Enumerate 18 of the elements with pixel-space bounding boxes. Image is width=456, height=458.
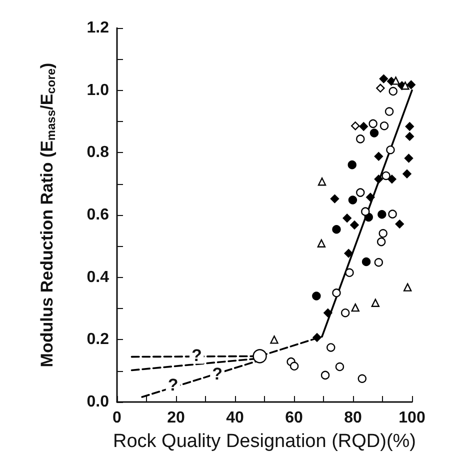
y-tick-label: 1.0 (86, 82, 110, 99)
annotation: ? (212, 364, 222, 384)
y-tick-label: 0.4 (86, 268, 110, 286)
x-axis-title: Rock Quality Designation (RQD)(%) (112, 431, 416, 452)
x-tick-label: 0 (112, 410, 122, 426)
y-tick-label: 0.8 (86, 144, 110, 162)
x-tick-label: 40 (226, 410, 244, 426)
y-axis-title: Modulus Reduction Ratio (Emass/Ecore) (38, 62, 58, 368)
x-tick-label: 80 (344, 410, 362, 426)
annotation: ? (168, 376, 178, 395)
y-tick-label: 0.0 (86, 394, 110, 410)
y-tick-label: 0.2 (86, 331, 110, 348)
x-tick-label: 100 (398, 410, 426, 426)
y-tick-label: 0.6 (86, 206, 110, 224)
x-tick-label: 60 (285, 410, 303, 426)
annotation: ? (191, 346, 202, 365)
x-tick-label: 20 (167, 410, 185, 426)
y-tick-label: 1.2 (86, 20, 110, 36)
